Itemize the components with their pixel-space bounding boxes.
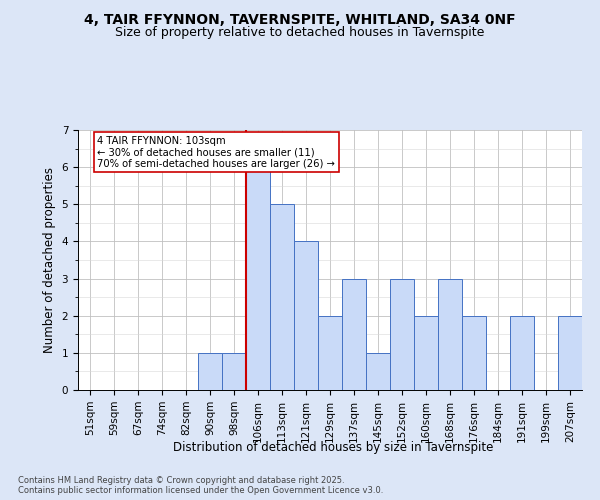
Text: Size of property relative to detached houses in Tavernspite: Size of property relative to detached ho… <box>115 26 485 39</box>
Bar <box>198 353 222 390</box>
Bar <box>270 204 294 390</box>
Bar <box>342 278 366 390</box>
Bar <box>558 316 582 390</box>
Text: Contains HM Land Registry data © Crown copyright and database right 2025.
Contai: Contains HM Land Registry data © Crown c… <box>18 476 383 495</box>
Y-axis label: Number of detached properties: Number of detached properties <box>43 167 56 353</box>
Bar <box>438 278 462 390</box>
Text: 4 TAIR FFYNNON: 103sqm
← 30% of detached houses are smaller (11)
70% of semi-det: 4 TAIR FFYNNON: 103sqm ← 30% of detached… <box>97 136 335 169</box>
Text: Distribution of detached houses by size in Tavernspite: Distribution of detached houses by size … <box>173 441 493 454</box>
Bar <box>390 278 414 390</box>
Bar <box>414 316 438 390</box>
Bar <box>222 353 246 390</box>
Bar <box>366 353 390 390</box>
Bar <box>462 316 486 390</box>
Bar <box>246 167 270 390</box>
Text: 4, TAIR FFYNNON, TAVERNSPITE, WHITLAND, SA34 0NF: 4, TAIR FFYNNON, TAVERNSPITE, WHITLAND, … <box>84 12 516 26</box>
Bar <box>318 316 342 390</box>
Bar <box>510 316 534 390</box>
Bar <box>294 242 318 390</box>
